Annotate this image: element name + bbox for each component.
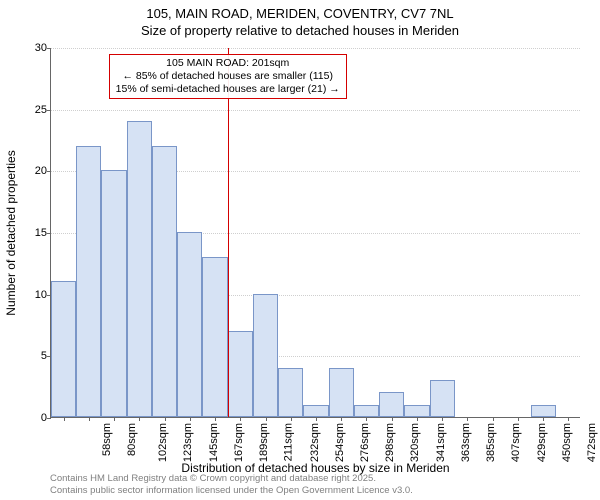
x-tick-mark (64, 417, 65, 421)
y-tick-mark (47, 418, 51, 419)
page-title: 105, MAIN ROAD, MERIDEN, COVENTRY, CV7 7… (0, 6, 600, 23)
x-tick-label: 58sqm (101, 423, 113, 456)
x-tick-label: 407sqm (511, 423, 523, 462)
x-tick-label: 254sqm (334, 423, 346, 462)
y-tick-label: 30 (27, 42, 47, 54)
x-tick-mark (89, 417, 90, 421)
page-subtitle: Size of property relative to detached ho… (0, 23, 600, 40)
x-tick-label: 276sqm (359, 423, 371, 462)
x-tick-mark (568, 417, 569, 421)
x-tick-mark (240, 417, 241, 421)
footer-line: Contains public sector information licen… (50, 485, 413, 496)
x-tick-label: 102sqm (157, 423, 169, 462)
x-tick-mark (139, 417, 140, 421)
annotation-line: 15% of semi-detached houses are larger (… (116, 83, 340, 96)
annotation-box: 105 MAIN ROAD: 201sqm← 85% of detached h… (109, 54, 347, 99)
histogram-bar (202, 257, 227, 417)
y-tick-label: 0 (27, 412, 47, 424)
histogram-bar (51, 281, 76, 417)
y-axis-label: Number of detached properties (4, 150, 18, 315)
x-tick-mark (341, 417, 342, 421)
x-tick-mark (165, 417, 166, 421)
x-tick-label: 211sqm (283, 423, 295, 461)
x-tick-label: 123sqm (182, 423, 194, 462)
histogram-bar (127, 121, 152, 417)
x-tick-label: 385sqm (485, 423, 497, 462)
histogram-bar (76, 146, 101, 417)
x-tick-label: 298sqm (384, 423, 396, 462)
y-tick-label: 5 (27, 350, 47, 362)
x-tick-mark (114, 417, 115, 421)
x-tick-label: 320sqm (410, 423, 422, 462)
y-tick-label: 20 (27, 165, 47, 177)
histogram-bar (228, 331, 253, 417)
annotation-line: ← 85% of detached houses are smaller (11… (116, 70, 340, 83)
histogram-bar (430, 380, 455, 417)
x-tick-mark (291, 417, 292, 421)
x-tick-mark (316, 417, 317, 421)
histogram-bar (177, 232, 202, 417)
y-tick-label: 15 (27, 227, 47, 239)
x-tick-mark (190, 417, 191, 421)
marker-line (228, 48, 229, 417)
histogram-chart: Number of detached properties 0510152025… (50, 48, 580, 418)
histogram-bar (253, 294, 278, 417)
annotation-line: 105 MAIN ROAD: 201sqm (116, 57, 340, 70)
footer-line: Contains HM Land Registry data © Crown c… (50, 473, 413, 484)
x-tick-mark (518, 417, 519, 421)
x-tick-mark (366, 417, 367, 421)
x-tick-mark (442, 417, 443, 421)
x-tick-mark (392, 417, 393, 421)
histogram-bar (101, 170, 126, 417)
histogram-bar (152, 146, 177, 417)
x-tick-label: 472sqm (586, 423, 598, 462)
x-tick-label: 429sqm (536, 423, 548, 462)
x-tick-label: 232sqm (309, 423, 321, 462)
x-tick-label: 450sqm (561, 423, 573, 462)
x-tick-mark (417, 417, 418, 421)
x-tick-label: 363sqm (460, 423, 472, 462)
histogram-bar (329, 368, 354, 417)
histogram-bar (404, 405, 429, 417)
x-tick-mark (467, 417, 468, 421)
x-tick-label: 80sqm (126, 423, 138, 456)
y-tick-label: 25 (27, 104, 47, 116)
x-tick-mark (493, 417, 494, 421)
y-tick-label: 10 (27, 289, 47, 301)
histogram-bar (379, 392, 404, 417)
x-tick-mark (215, 417, 216, 421)
histogram-bar (303, 405, 328, 417)
x-tick-mark (266, 417, 267, 421)
histogram-bar (531, 405, 556, 417)
x-tick-label: 145sqm (208, 423, 220, 462)
histogram-bar (278, 368, 303, 417)
plot-area: Number of detached properties 0510152025… (50, 48, 580, 418)
x-tick-label: 341sqm (435, 423, 447, 462)
footer: Contains HM Land Registry data © Crown c… (50, 473, 413, 496)
histogram-bar (354, 405, 379, 417)
x-tick-mark (543, 417, 544, 421)
x-tick-label: 167sqm (233, 423, 245, 462)
x-tick-label: 189sqm (258, 423, 270, 462)
